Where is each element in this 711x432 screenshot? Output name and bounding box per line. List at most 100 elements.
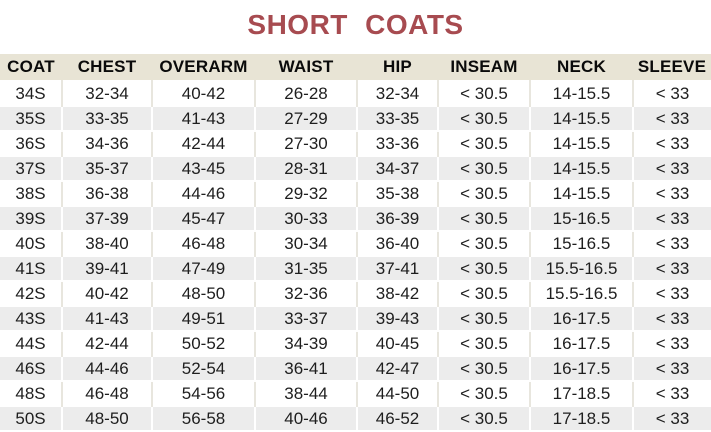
coat-size-cell: 36S: [15, 133, 46, 153]
column-header-waist: WAIST: [255, 54, 357, 81]
measurement-cell: 27-30: [254, 131, 357, 156]
measurement-cell: < 30.5: [437, 156, 530, 181]
measurement-cell: < 30.5: [437, 181, 530, 206]
measurement-cell: 44-46: [61, 356, 152, 381]
measurement-cell: 33-36: [356, 131, 438, 156]
measurement-cell: < 30.5: [437, 81, 530, 106]
measurement-cell: 32-34: [356, 81, 438, 106]
measurement-cell: 31-35: [254, 256, 357, 281]
coat-size-cell: 39S: [15, 208, 46, 228]
header-row: COAT CHEST OVERARM WAIST HIP INSEAM NECK…: [0, 54, 711, 81]
measurement-cell: 16-17.5: [529, 356, 633, 381]
measurement-cell: 38-40: [61, 231, 152, 256]
measurement-cell: < 33: [632, 206, 711, 231]
coat-size-cell: 48S: [15, 383, 46, 403]
table-row: 39S 37-39 45-47 30-33 36-39 < 30.5 15-16.5 < 33: [0, 206, 711, 231]
measurement-cell: 34-39: [254, 331, 357, 356]
measurement-cell: 42-44: [151, 131, 255, 156]
measurement-cell: 40-42: [61, 281, 152, 306]
measurement-cell: 33-35: [356, 106, 438, 131]
column-header-sleeve: SLEEVE: [633, 54, 711, 81]
table-row: 48S 46-48 54-56 38-44 44-50 < 30.5 17-18.5 < 33: [0, 381, 711, 406]
measurement-cell: 40-42: [151, 81, 255, 106]
table-body: 34S 32-34 40-42 26-28 32-34 < 30.5 14-15.5 < 33…: [0, 81, 711, 431]
measurement-cell: 14-15.5: [529, 156, 633, 181]
column-header-neck: NECK: [530, 54, 633, 81]
measurement-cell: 17-18.5: [529, 406, 633, 431]
measurement-cell: < 33: [632, 381, 711, 406]
measurement-cell: 28-31: [254, 156, 357, 181]
table-header: COAT CHEST OVERARM WAIST HIP INSEAM NECK…: [0, 54, 711, 81]
column-header-chest: CHEST: [62, 54, 152, 81]
measurement-cell: < 30.5: [437, 231, 530, 256]
measurement-cell: 49-51: [151, 306, 255, 331]
measurement-cell: < 33: [632, 81, 711, 106]
measurement-cell: 48-50: [61, 406, 152, 431]
measurement-cell: 35-38: [356, 181, 438, 206]
coat-size-cell: 38S: [15, 183, 46, 203]
size-table: COAT CHEST OVERARM WAIST HIP INSEAM NECK…: [0, 54, 711, 432]
measurement-cell: < 30.5: [437, 131, 530, 156]
measurement-cell: 33-35: [61, 106, 152, 131]
measurement-cell: 46-48: [151, 231, 255, 256]
coat-size-cell: 35S: [15, 108, 46, 128]
measurement-cell: 14-15.5: [529, 81, 633, 106]
measurement-cell: 15.5-16.5: [529, 281, 633, 306]
measurement-cell: 40-45: [356, 331, 438, 356]
measurement-cell: 15-16.5: [529, 206, 633, 231]
table-row: 42S 40-42 48-50 32-36 38-42 < 30.5 15.5-16.5 < …: [0, 281, 711, 306]
measurement-cell: 36-40: [356, 231, 438, 256]
measurement-cell: 32-36: [254, 281, 357, 306]
measurement-cell: < 33: [632, 181, 711, 206]
measurement-cell: 15.5-16.5: [529, 256, 633, 281]
table-row: 50S 48-50 56-58 40-46 46-52 < 30.5 17-18.5 < 33: [0, 406, 711, 431]
measurement-cell: < 33: [632, 131, 711, 156]
measurement-cell: 48-50: [151, 281, 255, 306]
measurement-cell: 29-32: [254, 181, 357, 206]
measurement-cell: < 33: [632, 256, 711, 281]
measurement-cell: 47-49: [151, 256, 255, 281]
measurement-cell: 17-18.5: [529, 381, 633, 406]
measurement-cell: < 33: [632, 281, 711, 306]
measurement-cell: 34-36: [61, 131, 152, 156]
measurement-cell: 50-52: [151, 331, 255, 356]
measurement-cell: < 30.5: [437, 356, 530, 381]
measurement-cell: 44-46: [151, 181, 255, 206]
table-row: 46S 44-46 52-54 36-41 42-47 < 30.5 16-17.5 < 33: [0, 356, 711, 381]
measurement-cell: < 30.5: [437, 306, 530, 331]
measurement-cell: < 33: [632, 331, 711, 356]
measurement-cell: 30-33: [254, 206, 357, 231]
coat-size-cell: 50S: [15, 408, 46, 428]
measurement-cell: < 30.5: [437, 331, 530, 356]
measurement-cell: 45-47: [151, 206, 255, 231]
measurement-cell: < 33: [632, 306, 711, 331]
measurement-cell: 36-39: [356, 206, 438, 231]
measurement-cell: < 30.5: [437, 256, 530, 281]
measurement-cell: 52-54: [151, 356, 255, 381]
measurement-cell: 54-56: [151, 381, 255, 406]
measurement-cell: 14-15.5: [529, 106, 633, 131]
measurement-cell: 26-28: [254, 81, 357, 106]
measurement-cell: 46-48: [61, 381, 152, 406]
table-row: 44S 42-44 50-52 34-39 40-45 < 30.5 16-17.5 < 33: [0, 331, 711, 356]
measurement-cell: 38-44: [254, 381, 357, 406]
measurement-cell: < 33: [632, 356, 711, 381]
measurement-cell: 34-37: [356, 156, 438, 181]
measurement-cell: 40-46: [254, 406, 357, 431]
coat-size-cell: 34S: [15, 83, 46, 103]
measurement-cell: 14-15.5: [529, 181, 633, 206]
coat-size-cell: 42S: [15, 283, 46, 303]
coat-size-cell: 43S: [15, 308, 46, 328]
measurement-cell: 32-34: [61, 81, 152, 106]
measurement-cell: < 33: [632, 156, 711, 181]
measurement-cell: 38-42: [356, 281, 438, 306]
measurement-cell: 41-43: [151, 106, 255, 131]
column-header-overarm: OVERARM: [152, 54, 255, 81]
measurement-cell: 36-38: [61, 181, 152, 206]
measurement-cell: < 30.5: [437, 106, 530, 131]
measurement-cell: 16-17.5: [529, 331, 633, 356]
measurement-cell: 41-43: [61, 306, 152, 331]
table-row: 41S 39-41 47-49 31-35 37-41 < 30.5 15.5-16.5 < …: [0, 256, 711, 281]
table-row: 34S 32-34 40-42 26-28 32-34 < 30.5 14-15.5 < 33: [0, 81, 711, 106]
measurement-cell: < 30.5: [437, 206, 530, 231]
